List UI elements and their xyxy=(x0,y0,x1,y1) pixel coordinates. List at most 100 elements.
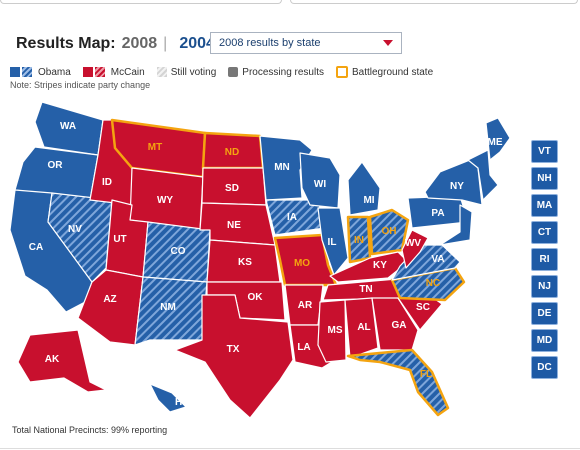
mccain-swatch xyxy=(82,67,93,77)
label-ga: GA xyxy=(392,320,407,331)
label-wy: WY xyxy=(157,195,173,206)
legend-processing: Processing results xyxy=(228,67,324,78)
mccain-stripe-swatch xyxy=(94,67,105,77)
label-il: IL xyxy=(328,237,337,248)
label-ar: AR xyxy=(298,300,313,311)
label-sc: SC xyxy=(416,302,430,313)
legend-mccain-label: McCain xyxy=(110,66,145,78)
state-oh[interactable] xyxy=(368,208,410,256)
label-oh: OH xyxy=(382,226,397,237)
label-ok: OK xyxy=(248,292,264,303)
state-ms[interactable] xyxy=(317,299,347,363)
results-view-dropdown[interactable]: 2008 results by state xyxy=(210,32,402,54)
state-me[interactable] xyxy=(485,117,511,161)
label-hi: HI xyxy=(175,397,185,408)
state-button-vt[interactable]: VT xyxy=(531,140,558,163)
year-2008-tab[interactable]: 2008 xyxy=(121,35,158,52)
state-ny[interactable] xyxy=(424,159,483,206)
state-nj-de-md[interactable] xyxy=(439,204,473,246)
legend-battleground-label: Battleground state xyxy=(351,66,434,78)
label-ak: AK xyxy=(45,354,60,365)
top-tab-left xyxy=(0,0,282,4)
label-nv: NV xyxy=(68,224,82,235)
year-separator: | xyxy=(163,35,168,52)
label-ne: NE xyxy=(227,220,241,231)
page-title: Results Map: xyxy=(16,35,116,52)
state-hi[interactable] xyxy=(149,383,187,413)
label-mo: MO xyxy=(294,258,310,269)
label-or: OR xyxy=(48,160,64,171)
state-button-nj[interactable]: NJ xyxy=(531,275,558,298)
label-ky: KY xyxy=(373,260,387,271)
precincts-reporting: Total National Precincts: 99% reporting xyxy=(12,425,168,435)
map-header: Results Map: 2008 | 2004 xyxy=(16,33,215,55)
label-nc: NC xyxy=(426,278,440,289)
legend-note: Note: Stripes indicate party change xyxy=(10,80,151,90)
obama-swatch xyxy=(10,67,20,77)
legend-processing-label: Processing results xyxy=(242,66,324,78)
label-ms: MS xyxy=(328,325,343,336)
year-2004-link[interactable]: 2004 xyxy=(179,35,215,52)
state-wv[interactable] xyxy=(401,229,429,269)
legend-mccain: McCain xyxy=(82,66,145,78)
state-fl[interactable] xyxy=(346,348,450,417)
label-wa: WA xyxy=(60,121,76,132)
dropdown-value: 2008 results by state xyxy=(219,37,321,49)
top-tab-right xyxy=(290,0,578,4)
small-states-panel: VT NH MA CT RI NJ DE MD DC xyxy=(531,140,559,383)
label-nd: ND xyxy=(225,147,239,158)
state-ne-states[interactable] xyxy=(467,149,499,201)
processing-swatch xyxy=(228,67,239,77)
label-wv: WV xyxy=(405,238,421,249)
state-button-de[interactable]: DE xyxy=(531,302,558,325)
battleground-swatch xyxy=(335,66,348,78)
state-button-dc[interactable]: DC xyxy=(531,356,558,379)
obama-stripe-swatch xyxy=(22,67,32,77)
state-button-ma[interactable]: MA xyxy=(531,194,558,217)
label-sd: SD xyxy=(225,183,239,194)
state-al[interactable] xyxy=(344,297,379,359)
state-ga[interactable] xyxy=(371,297,419,351)
state-button-md[interactable]: MD xyxy=(531,329,558,352)
state-mi[interactable] xyxy=(347,161,381,216)
label-ia: IA xyxy=(287,212,297,223)
label-mi: MI xyxy=(363,195,374,206)
state-button-ct[interactable]: CT xyxy=(531,221,558,244)
map-legend: Obama McCain Still voting Processing res… xyxy=(10,66,445,78)
state-ak[interactable] xyxy=(17,329,107,393)
legend-obama-label: Obama xyxy=(38,66,71,78)
label-ut: UT xyxy=(113,234,126,245)
label-ca: CA xyxy=(29,242,43,253)
label-pa: PA xyxy=(431,208,444,219)
state-button-nh[interactable]: NH xyxy=(531,167,558,190)
legend-still-voting: Still voting xyxy=(156,66,217,78)
still-voting-swatch xyxy=(156,67,167,77)
legend-obama: Obama xyxy=(10,67,71,78)
label-mt: MT xyxy=(148,142,162,153)
label-me: ME xyxy=(488,137,503,148)
us-results-map: WA OR CA NV ID MT WY UT AZ CO NM ND SD N… xyxy=(9,101,511,419)
state-tx[interactable] xyxy=(174,294,294,419)
state-labels: WA OR CA NV ID MT WY UT AZ CO NM ND SD N… xyxy=(29,121,503,408)
state-il[interactable] xyxy=(317,207,349,276)
state-button-ri[interactable]: RI xyxy=(531,248,558,271)
chevron-down-icon[interactable] xyxy=(383,40,393,46)
label-al: AL xyxy=(357,322,370,333)
legend-still-voting-label: Still voting xyxy=(170,66,217,78)
legend-battleground: Battleground state xyxy=(335,66,434,78)
label-ks: KS xyxy=(238,257,252,268)
bottom-divider xyxy=(0,448,580,449)
label-la: LA xyxy=(297,342,310,353)
label-az: AZ xyxy=(103,294,116,305)
label-nm: NM xyxy=(160,302,176,313)
label-co: CO xyxy=(171,246,186,257)
label-fl: FL xyxy=(420,369,432,380)
label-tx: TX xyxy=(227,344,240,355)
label-mn: MN xyxy=(274,162,290,173)
label-ny: NY xyxy=(450,181,464,192)
state-nm[interactable] xyxy=(134,276,208,346)
label-in: IN xyxy=(354,235,364,246)
label-va: VA xyxy=(431,254,444,265)
label-tn: TN xyxy=(359,284,372,295)
label-id: ID xyxy=(102,177,112,188)
